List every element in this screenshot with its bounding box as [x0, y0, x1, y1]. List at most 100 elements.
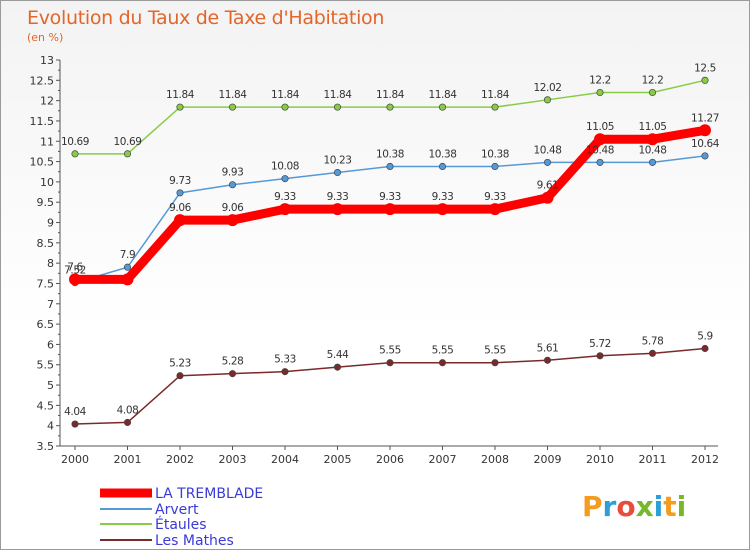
data-point	[226, 214, 239, 227]
data-point	[281, 103, 289, 111]
data-label: 5.61	[537, 342, 559, 354]
data-label: 10.08	[271, 161, 299, 173]
data-point	[386, 359, 394, 367]
logo-letter: i	[677, 490, 687, 523]
data-label: 7.6	[67, 261, 83, 273]
legend-label: Étaules	[155, 516, 207, 533]
logo-letter: t	[663, 490, 676, 523]
x-tick-label: 2000	[61, 453, 89, 466]
x-tick-label: 2012	[691, 453, 719, 466]
data-label: 11.84	[428, 89, 457, 101]
data-label: 9.73	[169, 175, 191, 187]
data-label: 11.84	[271, 89, 300, 101]
y-tick-label: 10	[40, 176, 54, 189]
data-label: 7.52	[64, 265, 86, 277]
data-point	[386, 162, 394, 171]
x-tick-label: 2004	[271, 453, 299, 466]
data-point	[491, 162, 499, 171]
data-point	[123, 418, 132, 426]
y-tick-label: 6	[47, 338, 54, 351]
data-label: 9.33	[432, 191, 454, 203]
data-point	[228, 103, 237, 111]
data-label: 4.08	[117, 404, 139, 416]
logo-letter: r	[603, 490, 617, 523]
y-tick-label: 13	[40, 54, 54, 67]
data-point	[331, 203, 344, 216]
y-tick-label: 6.5	[37, 318, 55, 331]
data-point	[648, 158, 657, 166]
x-tick-label: 2002	[166, 453, 194, 466]
logo-letter: o	[616, 490, 635, 523]
data-point	[543, 158, 552, 166]
series-layer	[69, 76, 711, 428]
data-label: 10.64	[691, 138, 720, 150]
x-tick-label: 2010	[586, 453, 614, 466]
data-point	[228, 370, 237, 378]
data-label: 5.44	[327, 349, 349, 361]
data-point	[701, 344, 709, 353]
x-tick-label: 2009	[534, 453, 562, 466]
data-label: 11.05	[586, 121, 614, 133]
axes: 3.5 4 4.5 5 5.5 6 6.5 7 7.5 8 8.5 9 9.5 10 10.5 11 11.5 1…	[30, 54, 720, 466]
data-point	[648, 88, 657, 97]
data-point	[176, 103, 184, 111]
data-point	[541, 191, 554, 204]
data-point	[648, 349, 657, 357]
data-point	[228, 181, 237, 189]
data-point	[491, 103, 499, 111]
data-label: 10.38	[428, 148, 456, 160]
data-label: 11.84	[481, 89, 510, 101]
data-label: 9.06	[222, 202, 244, 214]
logo-letter: i	[654, 490, 664, 523]
data-point	[384, 203, 396, 216]
data-point	[699, 124, 711, 137]
data-point	[123, 150, 132, 158]
data-label: 10.38	[376, 148, 404, 160]
data-label: 4.04	[64, 406, 86, 418]
data-point	[701, 152, 709, 160]
data-label: 11.84	[323, 89, 352, 101]
data-point	[438, 162, 447, 171]
data-label: 11.84	[376, 89, 405, 101]
y-tick-label: 4.5	[37, 399, 55, 412]
data-point	[438, 359, 447, 367]
data-label: 5.72	[589, 338, 611, 350]
data-point	[438, 103, 447, 111]
data-point	[121, 273, 134, 286]
data-label: 5.9	[697, 330, 713, 342]
y-tick-label: 9	[47, 217, 54, 230]
data-point	[279, 203, 291, 216]
x-tick-label: 2001	[114, 453, 142, 466]
legend-label: LA TREMBLADE	[155, 486, 263, 502]
data-point	[281, 368, 289, 376]
data-label: 11.84	[218, 89, 247, 101]
data-point	[333, 103, 342, 111]
y-tick-label: 8	[47, 257, 54, 270]
y-tick-label: 9.5	[37, 196, 55, 209]
y-tick-label: 11	[40, 135, 54, 148]
data-label: 5.55	[484, 345, 506, 357]
data-label: 5.55	[432, 345, 454, 357]
y-tick-label: 12	[40, 95, 54, 108]
data-point	[174, 214, 186, 227]
y-tick-label: 3.5	[37, 440, 55, 453]
data-label: 10.48	[586, 144, 614, 156]
data-label: 5.28	[222, 356, 244, 368]
data-point	[71, 150, 79, 158]
data-label: 9.33	[327, 191, 349, 203]
data-label: 9.06	[169, 202, 191, 214]
data-point	[489, 203, 501, 216]
chart-title: Evolution du Taux de Taxe d'Habitation	[27, 7, 385, 29]
logo-letter: x	[636, 490, 654, 523]
legend-label: Les Mathes	[155, 533, 234, 549]
y-tick-label: 8.5	[37, 237, 55, 250]
data-label: 10.48	[638, 144, 666, 156]
y-tick-label: 5	[47, 379, 54, 392]
x-tick-label: 2003	[219, 453, 247, 466]
data-label: 9.33	[379, 191, 401, 203]
data-point	[69, 273, 81, 286]
data-point	[176, 189, 184, 197]
data-point	[71, 420, 79, 428]
data-point	[646, 133, 659, 146]
